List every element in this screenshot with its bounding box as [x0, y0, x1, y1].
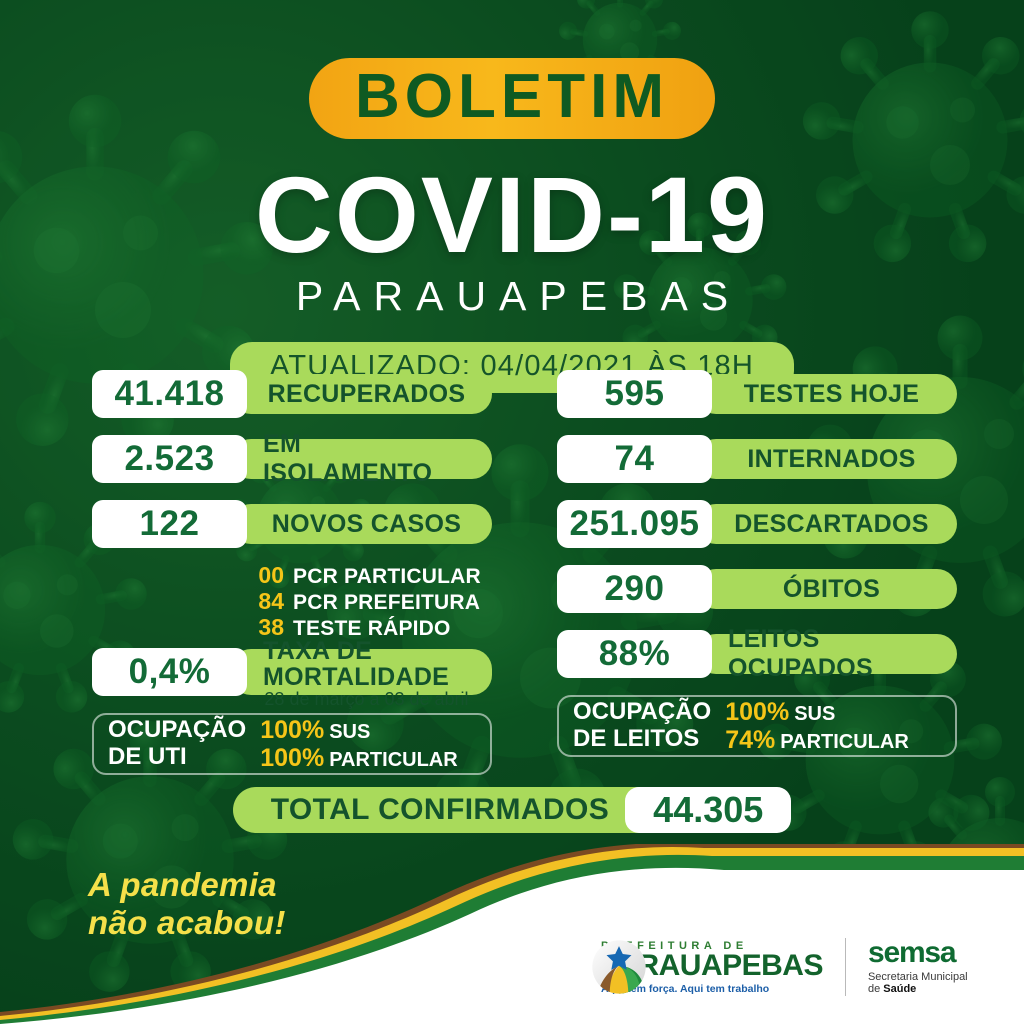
- occupancy-leitos-box: OCUPAÇÃO DE LEITOS 100% SUS 74% PARTICUL…: [557, 695, 957, 757]
- stat-value: 290: [557, 565, 712, 613]
- stats-column-right: 595 TESTES HOJE 74 INTERNADOS 251.095 DE…: [557, 370, 957, 757]
- header: BOLETIM COVID-19 PARAUAPEBAS ATUALIZADO:…: [0, 0, 1024, 394]
- occupancy-uti-box: OCUPAÇÃO DE UTI 100% SUS 100% PARTICULAR: [92, 713, 492, 775]
- semsa-line2-prefix: de: [867, 982, 884, 995]
- occupancy-row: 74% PARTICULAR: [725, 726, 909, 754]
- total-confirmed-label: TOTAL CONFIRMADOS: [232, 787, 644, 833]
- footer-logos: PREFEITURA DE PARAUAPEBAS Aqui tem força…: [590, 938, 968, 996]
- occupancy-percent: 100%: [725, 698, 790, 726]
- prefeitura-logo: PREFEITURA DE PARAUAPEBAS Aqui tem força…: [590, 940, 823, 995]
- occupancy-uti-rows: 100% SUS 100% PARTICULAR: [260, 716, 457, 772]
- total-confirmed-section: TOTAL CONFIRMADOS 44.305: [0, 787, 1024, 833]
- footer: A pandemia não acabou!: [0, 844, 1024, 1024]
- semsa-line2: de Saúde: [868, 983, 968, 995]
- stat-label: LEITOS OCUPADOS: [696, 625, 957, 682]
- occupancy-type: SUS: [794, 703, 836, 725]
- breakdown-item: 84 PCR PREFEITURA: [242, 588, 492, 614]
- breakdown-label: PCR PARTICULAR: [293, 565, 481, 588]
- stat-row: 290 ÓBITOS: [557, 565, 957, 613]
- mortality-value: 0,4%: [92, 648, 247, 696]
- stat-row: 41.418 RECUPERADOS: [92, 370, 492, 418]
- prefeitura-slogan: Aqui tem força. Aqui tem trabalho: [601, 982, 770, 995]
- stat-label: RECUPERADOS: [231, 374, 492, 414]
- breakdown-item: 00 PCR PARTICULAR: [242, 562, 492, 588]
- breakdown-value: 00: [258, 562, 284, 588]
- occupancy-uti-title: OCUPAÇÃO DE UTI: [108, 716, 247, 771]
- city-subtitle: PARAUAPEBAS: [295, 273, 742, 320]
- occupancy-leitos-title-line1: OCUPAÇÃO: [573, 698, 712, 726]
- tagline-line1: A pandemia: [88, 866, 277, 903]
- occupancy-uti-title-line2: DE UTI: [108, 743, 187, 770]
- breakdown-value: 84: [258, 588, 284, 614]
- mortality-label: TAXA DE MORTALIDADE: [263, 636, 450, 691]
- occupancy-type: SUS: [329, 721, 371, 743]
- breakdown-label: TESTE RÁPIDO: [293, 617, 451, 640]
- mortality-period: 28 de março a 03 de abril: [264, 688, 469, 709]
- total-confirmed-value: 44.305: [625, 787, 792, 833]
- stat-row: 2.523 EM ISOLAMENTO: [92, 430, 492, 487]
- stat-label: INTERNADOS: [696, 439, 957, 479]
- stat-value: 41.418: [92, 370, 247, 418]
- occupancy-type: PARTICULAR: [780, 731, 909, 753]
- mortality-label-wrap: TAXA DE MORTALIDADE 28 de março a 03 de …: [231, 638, 492, 708]
- stat-value: 2.523: [92, 435, 247, 483]
- prefeitura-globe-icon: [592, 940, 646, 994]
- stat-value: 74: [557, 435, 712, 483]
- new-cases-breakdown: 00 PCR PARTICULAR 84 PCR PREFEITURA 38 T…: [242, 562, 492, 640]
- occupancy-leitos-rows: 100% SUS 74% PARTICULAR: [725, 698, 909, 754]
- breakdown-label: PCR PREFEITURA: [293, 591, 481, 614]
- occupancy-row: 100% PARTICULAR: [260, 744, 457, 772]
- breakdown-value: 38: [258, 614, 284, 640]
- occupancy-uti-title-line1: OCUPAÇÃO: [108, 716, 247, 744]
- stat-value: 88%: [557, 630, 712, 678]
- stat-label: DESCARTADOS: [696, 504, 957, 544]
- stat-row: 74 INTERNADOS: [557, 435, 957, 483]
- stat-row: 595 TESTES HOJE: [557, 370, 957, 418]
- footer-wave: [0, 844, 1024, 1024]
- stat-value: 122: [92, 500, 247, 548]
- semsa-line2-bold: Saúde: [883, 982, 917, 995]
- mortality-row: 0,4% TAXA DE MORTALIDADE 28 de março a 0…: [92, 638, 492, 708]
- stat-label: ÓBITOS: [696, 569, 957, 609]
- semsa-name: semsa: [867, 936, 957, 970]
- stat-value: 595: [557, 370, 712, 418]
- boletim-badge: BOLETIM: [309, 58, 715, 140]
- tagline: A pandemia não acabou!: [88, 866, 286, 943]
- logo-divider: [844, 938, 846, 996]
- occupancy-percent: 100%: [260, 716, 325, 744]
- occupancy-percent: 74%: [725, 726, 776, 754]
- tagline-line2: não acabou!: [88, 904, 286, 942]
- stat-row: 122 NOVOS CASOS: [92, 500, 492, 548]
- occupancy-leitos-title-line2: DE LEITOS: [573, 725, 700, 752]
- stat-label: TESTES HOJE: [696, 374, 957, 414]
- occupancy-row: 100% SUS: [725, 698, 909, 726]
- semsa-logo: semsa Secretaria Municipal de Saúde: [867, 936, 968, 995]
- stat-value: 251.095: [557, 500, 712, 548]
- occupancy-row: 100% SUS: [260, 716, 457, 744]
- occupancy-leitos-title: OCUPAÇÃO DE LEITOS: [573, 698, 712, 753]
- occupancy-type: PARTICULAR: [329, 749, 458, 771]
- page-title: COVID-19: [254, 154, 770, 276]
- stat-row: 88% LEITOS OCUPADOS: [557, 625, 957, 682]
- stat-label: EM ISOLAMENTO: [231, 430, 492, 487]
- stats-column-left: 41.418 RECUPERADOS 2.523 EM ISOLAMENTO 1…: [92, 370, 492, 775]
- total-confirmed-bar: TOTAL CONFIRMADOS 44.305: [232, 787, 792, 833]
- semsa-line1: Secretaria Municipal: [867, 970, 968, 983]
- occupancy-percent: 100%: [260, 744, 325, 772]
- breakdown-item: 38 TESTE RÁPIDO: [242, 614, 492, 640]
- stat-label: NOVOS CASOS: [231, 504, 492, 544]
- stat-row: 251.095 DESCARTADOS: [557, 500, 957, 548]
